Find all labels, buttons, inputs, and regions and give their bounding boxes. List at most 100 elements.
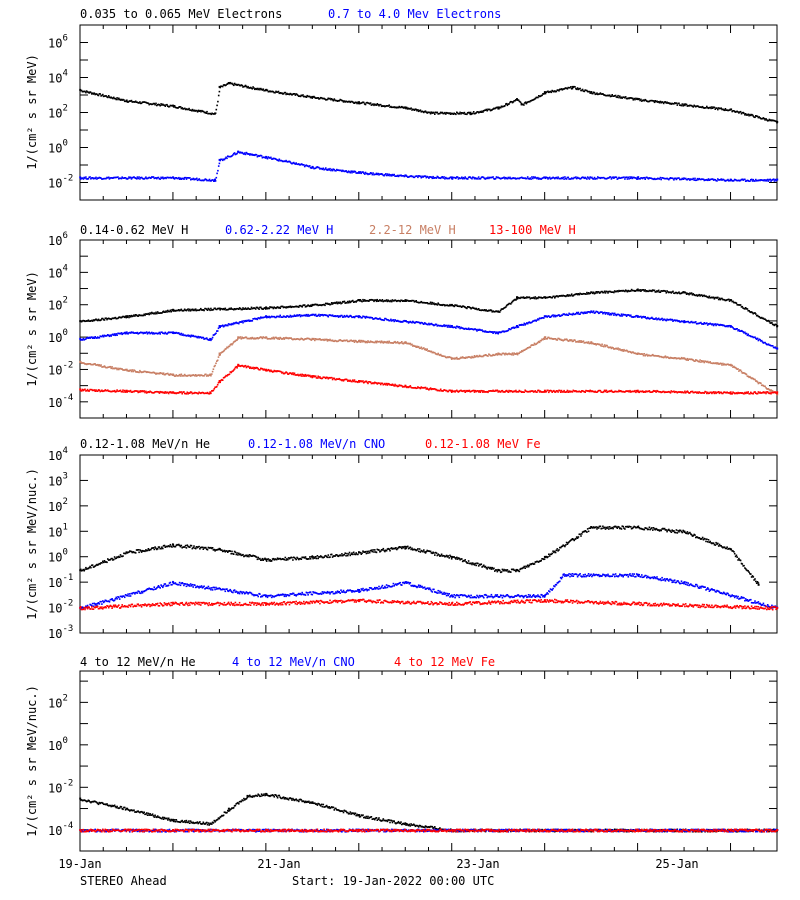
data-point (91, 336, 93, 338)
data-point (216, 360, 218, 362)
data-point (387, 319, 390, 321)
data-point (649, 317, 651, 320)
data-point (652, 100, 655, 102)
data-point (430, 303, 433, 305)
data-point (635, 353, 638, 355)
data-point (744, 308, 746, 310)
data-point (188, 309, 190, 312)
data-point (472, 328, 474, 331)
data-point (545, 91, 548, 94)
data-point (587, 292, 590, 294)
data-point (537, 318, 539, 320)
data-point (213, 180, 215, 182)
data-point (516, 296, 518, 299)
data-point (236, 152, 238, 155)
data-point (432, 388, 434, 390)
data-point (417, 345, 420, 348)
data-point (251, 320, 254, 322)
data-point (602, 93, 604, 95)
data-point (350, 170, 352, 172)
data-point (362, 380, 364, 382)
data-point (418, 387, 421, 389)
data-point (320, 304, 323, 307)
data-point (678, 320, 680, 322)
data-point (107, 366, 109, 369)
data-point (623, 348, 625, 351)
data-point (474, 177, 477, 179)
data-point (425, 302, 428, 304)
data-point (733, 178, 736, 181)
data-point (236, 339, 238, 341)
data-point (726, 299, 728, 301)
data-point (270, 338, 272, 340)
data-point (195, 178, 197, 181)
data-point (192, 309, 194, 312)
data-point (494, 332, 497, 335)
data-point (773, 180, 776, 182)
data-point (497, 391, 499, 393)
data-point (252, 307, 254, 310)
data-point (363, 381, 365, 384)
data-point (488, 177, 490, 180)
data-point (519, 351, 521, 353)
data-point (120, 316, 123, 319)
data-point (98, 93, 101, 95)
data-point (118, 178, 120, 180)
data-point (152, 332, 155, 334)
data-point (647, 354, 650, 356)
data-point (722, 362, 724, 365)
data-point (609, 346, 612, 348)
data-point (700, 178, 702, 181)
series-3 (79, 363, 779, 395)
data-point (364, 317, 367, 319)
data-point (672, 103, 674, 105)
data-point (225, 324, 227, 327)
data-point (344, 170, 346, 173)
data-point (384, 341, 386, 344)
data-point (309, 305, 311, 308)
data-point (713, 178, 716, 181)
data-point (534, 176, 537, 178)
data-point (199, 336, 201, 338)
data-point (398, 174, 401, 177)
data-point (274, 157, 276, 160)
data-point (408, 175, 411, 178)
data-point (711, 178, 713, 180)
data-point (268, 369, 270, 372)
data-point (467, 327, 470, 330)
data-point (274, 316, 276, 319)
data-point (505, 353, 508, 355)
data-point (125, 177, 128, 180)
data-point (749, 335, 751, 337)
data-point (751, 114, 754, 116)
data-point (163, 311, 166, 313)
data-point (433, 351, 435, 354)
data-point (417, 109, 419, 111)
data-point (425, 176, 428, 179)
data-point (611, 346, 613, 349)
data-point (217, 307, 220, 310)
data-point (249, 366, 252, 368)
data-point (248, 337, 250, 340)
data-point (150, 177, 152, 179)
data-point (404, 106, 407, 109)
data-point (560, 177, 563, 179)
data-point (254, 308, 257, 310)
data-point (413, 322, 416, 324)
data-point (148, 103, 150, 106)
data-point (258, 337, 260, 339)
data-point (270, 315, 273, 318)
data-point (144, 391, 146, 394)
data-point (626, 97, 629, 100)
data-point (524, 389, 526, 392)
data-point (255, 337, 258, 340)
data-point (84, 363, 86, 365)
data-point (523, 322, 526, 325)
data-point (134, 177, 137, 179)
data-point (396, 300, 399, 302)
data-point (682, 105, 684, 107)
data-point (472, 356, 474, 359)
data-point (570, 178, 572, 180)
data-point (151, 312, 154, 314)
data-point (156, 177, 158, 180)
